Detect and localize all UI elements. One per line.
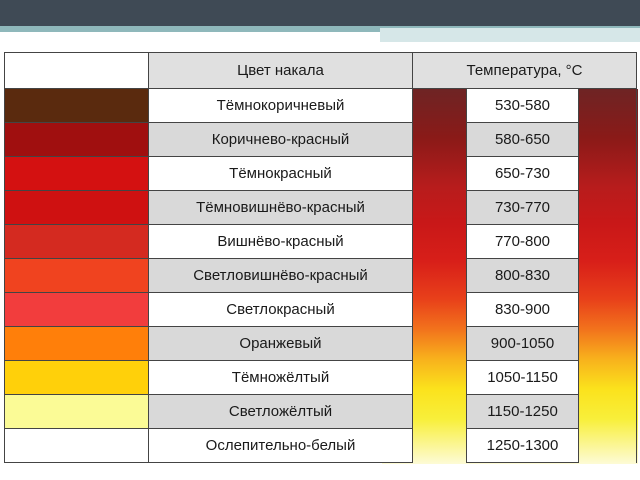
table-row: Оранжевый 900-1050 [4,326,638,361]
swatch-header [4,52,149,89]
top-banner [0,0,640,26]
color-name-cell: Светловишнёво-красный [148,258,413,293]
temperature-cell: 830-900 [466,292,579,327]
color-swatch [4,326,149,361]
gradient-gap-cell [577,360,638,395]
color-swatch [4,394,149,429]
color-name-cell: Тёмнокрасный [148,156,413,191]
temperature-column-header: Температура, °С [411,52,638,89]
gradient-gap-cell [412,224,467,259]
color-swatch [4,428,149,463]
temperature-cell: 1150-1250 [466,394,579,429]
temperature-cell: 1250-1300 [466,428,579,463]
gradient-gap-cell [412,88,467,123]
color-swatch [4,258,149,293]
temperature-cell: 580-650 [466,122,579,157]
table-row: Коричнево-красный 580-650 [4,122,638,157]
gradient-gap-cell [412,156,467,191]
table-row: Тёмнокрасный 650-730 [4,156,638,191]
temperature-cell: 650-730 [466,156,579,191]
color-name-cell: Тёмножёлтый [148,360,413,395]
table-row: Вишнёво-красный 770-800 [4,224,638,259]
gradient-gap-cell [577,122,638,157]
gradient-gap-cell [577,156,638,191]
gradient-gap-cell [577,88,638,123]
table-row: Тёмновишнёво-красный 730-770 [4,190,638,225]
color-name-cell: Тёмновишнёво-красный [148,190,413,225]
color-swatch [4,156,149,191]
color-name-cell: Ослепительно-белый [148,428,413,463]
color-swatch [4,88,149,123]
gradient-gap-cell [412,122,467,157]
color-name-cell: Вишнёво-красный [148,224,413,259]
color-swatch [4,190,149,225]
color-swatch [4,292,149,327]
gradient-gap-cell [577,326,638,361]
color-swatch [4,224,149,259]
gradient-gap-cell [412,292,467,327]
color-name-cell: Оранжевый [148,326,413,361]
table-row: Тёмнокоричневый 530-580 [4,88,638,123]
temperature-cell: 900-1050 [466,326,579,361]
gradient-gap-cell [412,360,467,395]
color-name-cell: Тёмнокоричневый [148,88,413,123]
gradient-gap-cell [577,190,638,225]
gradient-gap-cell [577,428,638,463]
color-name-cell: Светложёлтый [148,394,413,429]
gradient-gap-cell [577,292,638,327]
top-accent-tab [380,28,640,42]
color-swatch [4,360,149,395]
table-row: Тёмножёлтый 1050-1150 [4,360,638,395]
gradient-gap-cell [412,190,467,225]
gradient-gap-cell [577,394,638,429]
color-name-cell: Светлокрасный [148,292,413,327]
table-row: Светложёлтый 1150-1250 [4,394,638,429]
temperature-cell: 800-830 [466,258,579,293]
heat-color-table-container: Цвет накала Температура, °С Тёмнокоричне… [4,52,638,464]
gradient-gap-cell [577,258,638,293]
temperature-cell: 1050-1150 [466,360,579,395]
temperature-cell: 730-770 [466,190,579,225]
table-row: Светлокрасный 830-900 [4,292,638,327]
gradient-gap-cell [577,224,638,259]
temperature-cell: 530-580 [466,88,579,123]
top-accent-stripe [0,26,640,32]
table-row: Ослепительно-белый 1250-1300 [4,428,638,463]
gradient-gap-cell [412,394,467,429]
gradient-gap-cell [412,326,467,361]
heat-color-table: Цвет накала Температура, °С Тёмнокоричне… [4,52,638,463]
gradient-gap-cell [412,428,467,463]
color-column-header: Цвет накала [148,52,413,89]
table-row: Светловишнёво-красный 800-830 [4,258,638,293]
table-header-row: Цвет накала Температура, °С [4,52,638,89]
color-swatch [4,122,149,157]
temperature-cell: 770-800 [466,224,579,259]
gradient-gap-cell [412,258,467,293]
color-name-cell: Коричнево-красный [148,122,413,157]
